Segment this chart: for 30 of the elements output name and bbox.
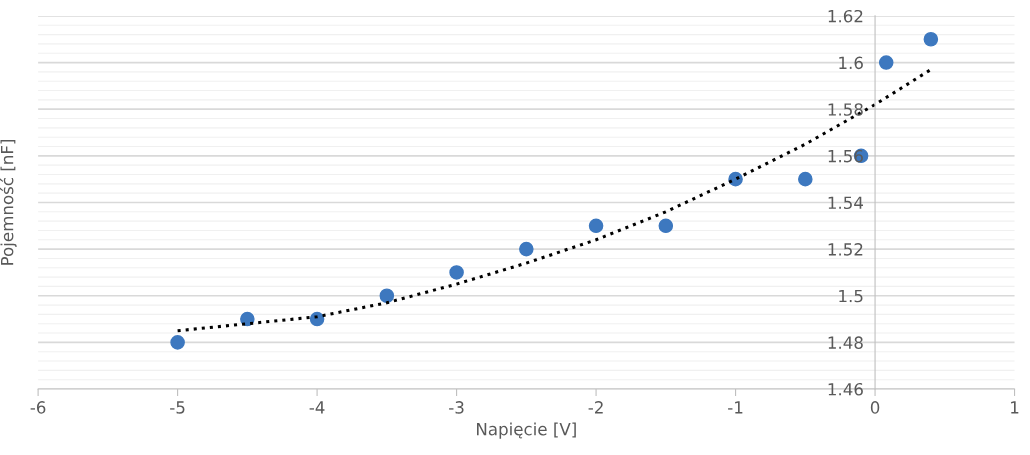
point [658,218,674,234]
y-tick-label: 1.48 [828,336,863,349]
point [798,171,813,187]
point [923,31,939,47]
y-tick-label: 1.58 [828,103,863,116]
y-tick-label: 1.6 [839,56,863,70]
line-series [176,68,933,333]
point [309,311,325,327]
point [379,288,395,304]
y-axis-title: Pojemność [nF] [0,140,17,265]
y-tick-label: 1.46 [828,382,863,396]
x-tick-label: -4 [309,401,325,414]
point [588,218,604,234]
y-tick-label: 1.54 [828,196,864,210]
point [170,335,185,350]
y-tick-label: 1.62 [828,9,863,23]
y-tick-label: 1.5 [839,289,863,303]
point [519,241,534,257]
x-tick-label: -6 [30,401,46,414]
point [449,265,464,280]
x-tick-label: 0 [870,401,880,414]
point [878,55,894,70]
x-tick-label: -1 [728,401,743,414]
x-tick-label: 1 [1011,401,1019,414]
x-axis-title: Napięcie [V] [477,422,576,439]
x-tick-label: -3 [449,401,464,414]
point [240,311,255,327]
y-tick-label: 1.52 [828,243,863,256]
x-tick-label: -5 [170,401,185,414]
x-tick-label: -2 [588,401,603,414]
